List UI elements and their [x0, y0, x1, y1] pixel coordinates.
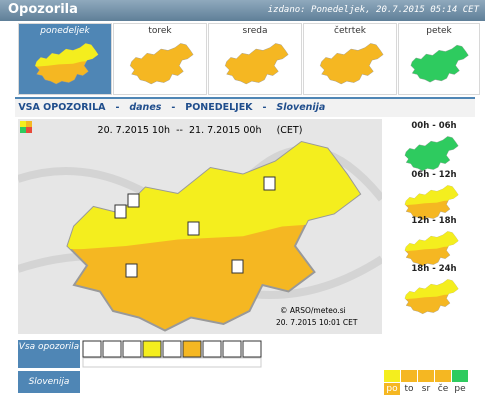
main-map: 20. 7.2015 10h -- 21. 7.2015 00h (CET) ©…	[18, 119, 382, 334]
map-thumb	[316, 40, 386, 86]
day-tab[interactable]: petek	[398, 23, 480, 95]
legend-day[interactable]: to	[404, 384, 414, 394]
subheader: VSA OPOZORILA - danes - PONEDELJEK - Slo…	[15, 97, 475, 117]
map-thumb	[407, 40, 471, 86]
day: PONEDELJEK	[185, 102, 253, 113]
map-thumb	[126, 40, 196, 86]
period-label: 06h - 12h	[411, 170, 457, 180]
map-thumb	[31, 40, 101, 86]
legend-day[interactable]: sr	[421, 384, 431, 394]
issued: izdano: Ponedeljek, 20.7.2015 05:14 CET	[267, 5, 479, 15]
period-map	[400, 277, 462, 315]
day-label: četrtek	[334, 26, 366, 36]
page-title: Opozorila	[8, 2, 78, 17]
when: danes	[129, 102, 162, 113]
header-bar	[0, 0, 485, 21]
legend-colors	[384, 370, 468, 382]
row-label: Slovenija	[18, 371, 80, 393]
legend-day[interactable]: pe	[454, 384, 466, 394]
day-label: petek	[426, 26, 452, 36]
day-tab[interactable]: torek	[113, 23, 207, 95]
row-label: Vsa opozorila	[18, 340, 80, 368]
period-map	[400, 134, 462, 172]
day-label: torek	[148, 26, 172, 36]
day-label: ponedeljek	[40, 26, 90, 36]
region: Slovenija	[276, 102, 326, 113]
map-thumb	[221, 40, 291, 86]
day-tab[interactable]: četrtek	[303, 23, 397, 95]
day-tab[interactable]: ponedeljek	[18, 23, 112, 95]
sep: -	[171, 102, 176, 113]
period-map	[400, 229, 462, 267]
legend-day[interactable]: po	[384, 383, 400, 395]
day-label: sreda	[242, 26, 268, 36]
legend-day[interactable]: če	[437, 384, 449, 394]
period-label: 18h - 24h	[411, 264, 457, 274]
credit: © ARSO/meteo.si	[280, 306, 346, 315]
sep: -	[115, 102, 120, 113]
period-label: 12h - 18h	[411, 216, 457, 226]
sep: -	[262, 102, 267, 113]
day-tab[interactable]: sreda	[208, 23, 302, 95]
period: 20. 7.2015 10h -- 21. 7.2015 00h (CET)	[98, 125, 303, 136]
warning-icons	[82, 340, 262, 368]
timestamp: 20. 7.2015 10:01 CET	[276, 318, 358, 327]
scope: VSA OPOZORILA	[18, 102, 106, 113]
period-label: 00h - 06h	[411, 121, 457, 131]
